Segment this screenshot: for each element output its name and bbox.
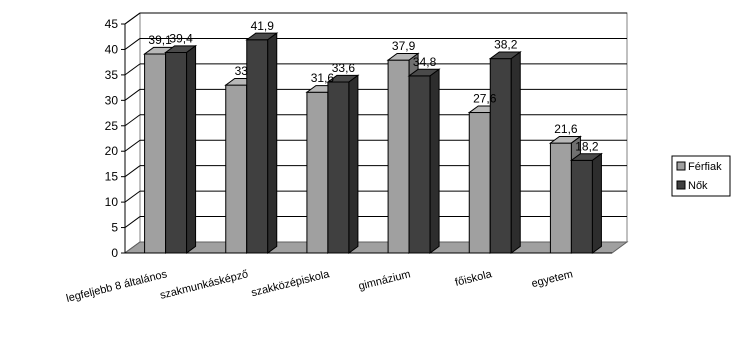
y-tick-label: 40	[105, 42, 119, 56]
legend-label-nok: Nők	[688, 180, 708, 192]
legend: Férfiak Nők	[671, 155, 731, 197]
data-label: 27,6	[473, 92, 497, 106]
data-label: 31,6	[311, 71, 335, 85]
bars	[143, 32, 603, 254]
y-tick-label: 45	[105, 17, 119, 31]
bar	[327, 81, 350, 254]
data-label: 38,2	[494, 38, 518, 52]
bar	[570, 159, 593, 254]
y-tick-label: 25	[105, 119, 119, 133]
gridline-side	[124, 114, 141, 127]
gridline-side	[124, 88, 141, 101]
legend-swatch-nok	[676, 180, 686, 190]
bar	[306, 91, 329, 254]
data-labels: 39,139,4 33 41,9 31,633,6 37,9 34,8 27,6 38,2 21…	[148, 19, 599, 154]
bar-side	[429, 68, 440, 254]
bar	[246, 39, 269, 254]
bar	[165, 51, 188, 254]
data-label: 41,9	[251, 19, 275, 33]
gridline-side	[124, 165, 141, 178]
y-tick-label: 35	[105, 68, 119, 82]
y-axis-ticks: 0 5 10 15 20 25 30 35 40 45	[105, 17, 125, 260]
data-label: 18,2	[575, 139, 599, 153]
x-tick-label: egyetem	[530, 268, 574, 290]
x-tick-label: gimnázium	[357, 268, 412, 293]
legend-swatch-ferfiak	[676, 161, 686, 171]
bar-side	[267, 32, 278, 254]
y-tick-label: 0	[111, 246, 118, 260]
data-label: 33,6	[332, 61, 356, 75]
x-tick-label: szakmunkásképző	[159, 268, 250, 302]
legend-label-ferfiak: Férfiak	[688, 161, 722, 173]
axes	[124, 12, 612, 254]
y-tick-label: 10	[105, 195, 119, 209]
chart-back-wall	[139, 12, 628, 243]
bar-side	[186, 44, 197, 254]
y-tick-label: 20	[105, 144, 119, 158]
bar-side	[348, 74, 359, 254]
gridline-side	[124, 190, 141, 203]
data-label: 39,1	[148, 33, 172, 47]
data-label: 37,9	[392, 39, 416, 53]
y-axis-side	[124, 12, 141, 25]
x-tick-label: szakközépiskola	[250, 268, 331, 299]
y-tick-label: 30	[105, 93, 119, 107]
bar-side	[591, 152, 602, 254]
gridline-side	[124, 139, 141, 152]
bar	[408, 75, 431, 254]
bar	[144, 53, 167, 254]
x-tick-label: legfeljebb 8 általános	[65, 268, 169, 305]
bar	[225, 84, 248, 254]
y-tick-label: 15	[105, 170, 119, 184]
data-label: 34,8	[413, 55, 437, 69]
bar	[468, 112, 491, 254]
data-label: 33	[235, 64, 249, 78]
gridline-side	[124, 63, 141, 76]
gridline-side	[124, 216, 141, 228]
x-tick-label: főiskola	[454, 268, 494, 289]
y-tick-label: 5	[111, 221, 118, 235]
bar	[387, 59, 410, 254]
bar-side	[510, 51, 521, 254]
data-label: 39,4	[169, 31, 193, 45]
bar	[489, 58, 512, 254]
gridline-side	[124, 38, 141, 50]
data-label: 21,6	[554, 122, 578, 136]
bar	[549, 142, 572, 254]
